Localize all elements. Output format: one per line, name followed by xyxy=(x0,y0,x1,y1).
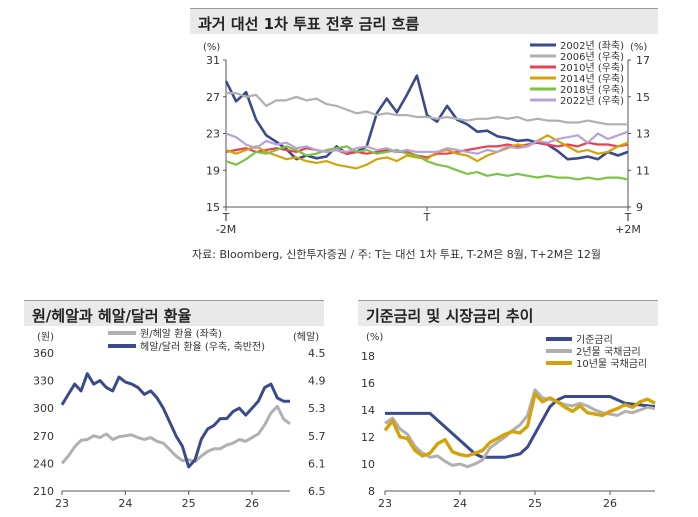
rates-y-tick-label: 8 xyxy=(368,485,375,498)
rates-y-tick-label: 12 xyxy=(361,431,375,444)
fx-left-axis-unit: (원) xyxy=(37,331,54,343)
top-series-line-2 xyxy=(226,91,628,126)
rates-x-tick-label: 26 xyxy=(603,497,617,510)
fx-left-tick-label: 300 xyxy=(33,402,54,415)
top-left-tick-label: 15 xyxy=(206,201,220,214)
top-x-tick-label: -2M xyxy=(216,223,236,236)
rates-legend-label-3: 10년물 국채금리 xyxy=(576,358,647,370)
top-left-tick-label: 31 xyxy=(206,54,220,67)
fx-left-tick-label: 330 xyxy=(33,375,54,388)
top-legend-label-3: 2010년 (우축) xyxy=(560,62,624,74)
rates-y-tick-label: 14 xyxy=(361,404,375,417)
fx-x-tick-label: 25 xyxy=(182,497,196,510)
top-chart-title: 과거 대선 1차 투표 전후 금리 흐름 xyxy=(190,8,658,34)
rates-series-line-3 xyxy=(383,392,656,458)
rates-legend-label-2: 2년물 국채금리 xyxy=(576,346,641,358)
top-series-line-3 xyxy=(225,141,629,159)
top-right-tick-label: 17 xyxy=(636,54,650,67)
top-legend-label-5: 2018년 (우축) xyxy=(560,84,624,96)
fx-right-tick-label: 5.3 xyxy=(308,402,326,415)
fx-x-tick-label: 23 xyxy=(55,497,69,510)
fx-series-line-1 xyxy=(60,404,291,465)
fx-right-tick-label: 4.5 xyxy=(308,347,326,360)
rates-x-tick-label: 25 xyxy=(528,497,542,510)
top-legend-label-6: 2022년 (우축) xyxy=(560,95,624,107)
top-x-tick-label: +2M xyxy=(615,223,641,236)
rates-x-tick-label: 24 xyxy=(453,497,467,510)
right-chart-title: 기준금리 및 시장금리 추이 xyxy=(358,300,658,326)
rates-series-line-2 xyxy=(384,388,656,469)
fx-right-axis-unit: (헤알) xyxy=(293,331,319,343)
top-right-tick-label: 15 xyxy=(636,91,650,104)
rates-legend-label-1: 기준금리 xyxy=(576,334,613,346)
top-left-tick-label: 23 xyxy=(206,128,220,141)
fx-right-tick-label: 6.1 xyxy=(308,457,326,470)
top-series-line-6 xyxy=(225,130,629,155)
fx-left-tick-label: 210 xyxy=(33,485,54,498)
top-right-tick-label: 9 xyxy=(636,201,643,214)
fx-right-tick-label: 5.7 xyxy=(308,430,326,443)
fx-right-tick-label: 4.9 xyxy=(308,375,326,388)
fx-series-line-2 xyxy=(60,372,290,469)
fx-left-tick-label: 240 xyxy=(33,457,54,470)
fx-left-tick-label: 270 xyxy=(33,430,54,443)
fx-right-tick-label: 6.5 xyxy=(308,485,326,498)
top-series-line-5 xyxy=(225,145,629,181)
rates-series-line-1 xyxy=(385,395,656,459)
rates-x-tick-label: 23 xyxy=(378,497,392,510)
top-left-axis-unit: (%) xyxy=(203,42,220,53)
top-right-tick-label: 11 xyxy=(636,164,650,177)
rates-y-tick-label: 18 xyxy=(361,350,375,363)
top-left-tick-label: 19 xyxy=(206,164,220,177)
top-right-axis-unit: (%) xyxy=(630,42,647,53)
fx-legend-label-1: 원/헤알 환율 (좌축) xyxy=(140,328,222,340)
rates-axis-unit: (%) xyxy=(366,332,383,343)
top-series-line-1 xyxy=(224,74,629,161)
top-legend-label-1: 2002년 (좌축) xyxy=(560,40,624,52)
top-chart-source: 자료: Bloomberg, 신한투자증권 / 주: T는 대선 1차 투표, … xyxy=(192,248,601,261)
top-x-tick-label: T xyxy=(624,211,632,224)
top-right-tick-label: 13 xyxy=(636,128,650,141)
top-x-tick-label: T xyxy=(423,211,431,224)
fx-legend-label-2: 헤알/달러 환율 (우축, 축반전) xyxy=(140,341,265,353)
top-series-line-4 xyxy=(225,134,629,170)
rates-y-tick-label: 10 xyxy=(361,458,375,471)
top-legend-label-4: 2014년 (우축) xyxy=(560,73,624,85)
top-x-tick-label: T xyxy=(222,211,230,224)
top-legend-label-2: 2006년 (우축) xyxy=(560,51,624,63)
fx-left-tick-label: 360 xyxy=(33,347,54,360)
fx-x-tick-label: 24 xyxy=(118,497,132,510)
top-left-tick-label: 27 xyxy=(206,91,220,104)
fx-x-tick-label: 26 xyxy=(245,497,259,510)
rates-y-tick-label: 16 xyxy=(361,377,375,390)
left-chart-title: 원/헤알과 헤알/달러 환율 xyxy=(24,300,324,326)
